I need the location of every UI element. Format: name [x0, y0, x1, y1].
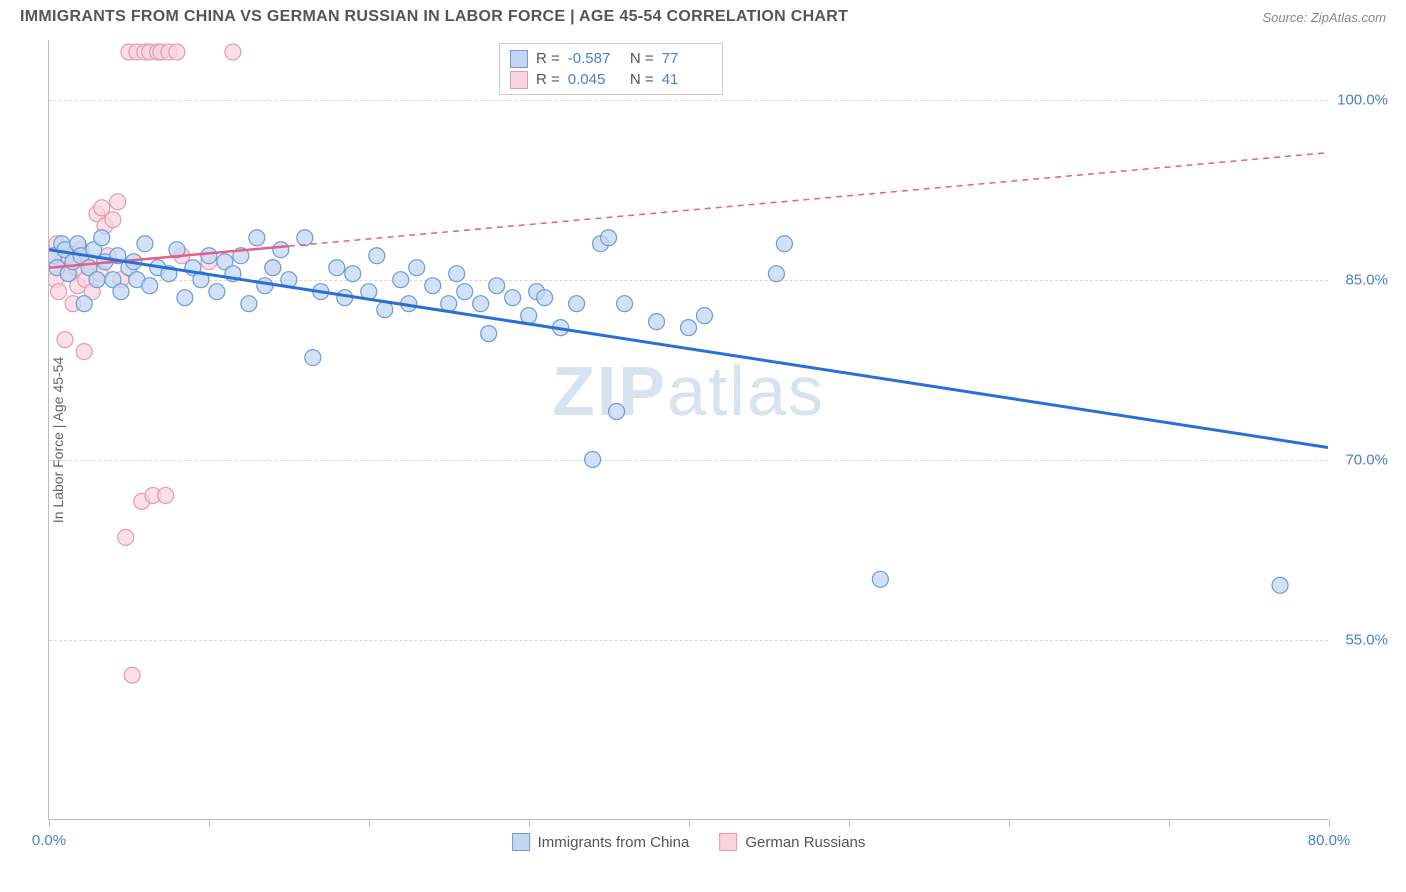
data-point — [142, 278, 158, 294]
data-point — [113, 284, 129, 300]
data-point — [249, 230, 265, 246]
legend-row: R =0.045 N =41 — [510, 69, 712, 90]
scatter-plot-svg — [49, 40, 1328, 819]
n-value: 77 — [662, 48, 712, 69]
data-point — [329, 260, 345, 276]
data-point — [89, 272, 105, 288]
data-point — [609, 404, 625, 420]
y-tick-label: 100.0% — [1333, 92, 1388, 109]
plot-area: ZIPatlas R =-0.587 N =77R =0.045 N =41 I… — [48, 40, 1328, 820]
r-value: -0.587 — [568, 48, 618, 69]
data-point — [51, 284, 67, 300]
data-point — [201, 248, 217, 264]
data-point — [118, 529, 134, 545]
data-point — [489, 278, 505, 294]
x-tick — [1329, 819, 1330, 827]
data-point — [681, 320, 697, 336]
data-point — [305, 350, 321, 366]
data-point — [776, 236, 792, 252]
data-point — [345, 266, 361, 282]
x-tick — [1009, 819, 1010, 827]
legend-swatch — [510, 50, 528, 68]
data-point — [569, 296, 585, 312]
legend-label: Immigrants from China — [538, 834, 690, 851]
data-point — [265, 260, 281, 276]
data-point — [1272, 577, 1288, 593]
data-point — [768, 266, 784, 282]
legend-swatch — [510, 71, 528, 89]
title-bar: IMMIGRANTS FROM CHINA VS GERMAN RUSSIAN … — [0, 0, 1406, 30]
data-point — [377, 302, 393, 318]
data-point — [177, 290, 193, 306]
data-point — [76, 296, 92, 312]
data-point — [872, 571, 888, 587]
chart-title: IMMIGRANTS FROM CHINA VS GERMAN RUSSIAN … — [20, 8, 848, 26]
data-point — [617, 296, 633, 312]
legend-swatch — [719, 833, 737, 851]
data-point — [601, 230, 617, 246]
x-tick — [369, 819, 370, 827]
data-point — [273, 242, 289, 258]
x-tick — [1169, 819, 1170, 827]
legend-swatch — [512, 833, 530, 851]
x-tick-label: 80.0% — [1308, 832, 1351, 849]
x-tick — [849, 819, 850, 827]
data-point — [257, 278, 273, 294]
r-value: 0.045 — [568, 69, 618, 90]
data-point — [521, 308, 537, 324]
trend-line-extension — [289, 153, 1328, 246]
trend-line — [49, 250, 1328, 448]
legend-label: German Russians — [745, 834, 865, 851]
y-tick-label: 55.0% — [1333, 632, 1388, 649]
data-point — [369, 248, 385, 264]
data-point — [696, 308, 712, 324]
y-tick-label: 85.0% — [1333, 272, 1388, 289]
data-point — [137, 236, 153, 252]
legend-item: German Russians — [719, 833, 865, 851]
legend-item: Immigrants from China — [512, 833, 690, 851]
data-point — [409, 260, 425, 276]
data-point — [94, 230, 110, 246]
data-point — [57, 332, 73, 348]
chart-container: In Labor Force | Age 45-54 ZIPatlas R =-… — [48, 40, 1388, 840]
data-point — [393, 272, 409, 288]
legend-row: R =-0.587 N =77 — [510, 48, 712, 69]
x-tick — [529, 819, 530, 827]
data-point — [225, 44, 241, 60]
data-point — [209, 284, 225, 300]
x-tick — [49, 819, 50, 827]
series-legend: Immigrants from China German Russians — [512, 833, 866, 851]
data-point — [649, 314, 665, 330]
data-point — [241, 296, 257, 312]
data-point — [481, 326, 497, 342]
data-point — [457, 284, 473, 300]
data-point — [105, 212, 121, 228]
correlation-legend: R =-0.587 N =77R =0.045 N =41 — [499, 43, 723, 95]
data-point — [297, 230, 313, 246]
data-point — [124, 667, 140, 683]
data-point — [169, 44, 185, 60]
source-attribution: Source: ZipAtlas.com — [1262, 10, 1386, 25]
data-point — [537, 290, 553, 306]
data-point — [158, 487, 174, 503]
x-tick — [689, 819, 690, 827]
data-point — [585, 451, 601, 467]
n-value: 41 — [662, 69, 712, 90]
data-point — [110, 194, 126, 210]
y-tick-label: 70.0% — [1333, 452, 1388, 469]
data-point — [425, 278, 441, 294]
data-point — [449, 266, 465, 282]
data-point — [505, 290, 521, 306]
data-point — [76, 344, 92, 360]
x-tick-label: 0.0% — [32, 832, 66, 849]
x-tick — [209, 819, 210, 827]
data-point — [473, 296, 489, 312]
